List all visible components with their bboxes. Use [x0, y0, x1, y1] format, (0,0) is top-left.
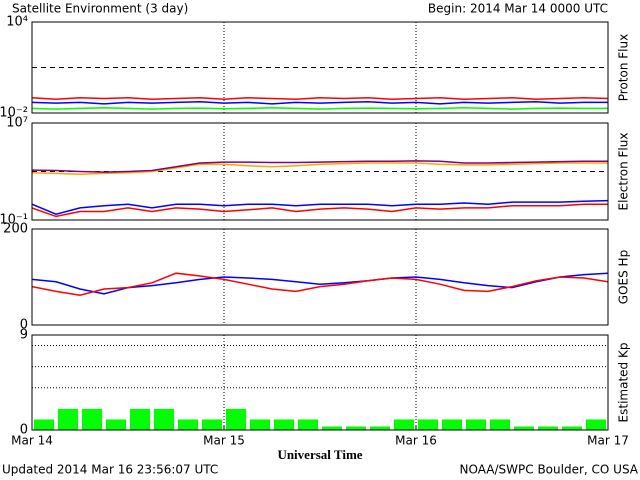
kp-bar	[298, 419, 318, 430]
kp-bar	[106, 419, 126, 430]
kp-bar	[346, 426, 366, 430]
y-tick-label: 0	[20, 423, 28, 438]
panel-frame	[31, 122, 609, 221]
panel	[32, 22, 608, 113]
panel-frame	[31, 228, 609, 326]
kp-bar	[250, 419, 270, 430]
series-line	[32, 97, 608, 101]
kp-bar	[58, 408, 78, 430]
kp-bar	[418, 419, 438, 430]
y-tick-label: 9	[20, 328, 28, 343]
kp-bar	[538, 426, 558, 430]
kp-bar	[274, 419, 294, 430]
title: Satellite Environment (3 day)	[12, 2, 188, 16]
kp-bar	[34, 419, 54, 430]
panel	[32, 229, 608, 325]
y-tick-label: 10⁷	[6, 116, 28, 131]
credit: NOAA/SWPC Boulder, CO USA	[460, 463, 639, 477]
series-line	[32, 203, 608, 218]
y-axis-label: Electron Flux	[617, 133, 631, 211]
kp-bar	[226, 408, 246, 430]
kp-bar	[202, 419, 222, 430]
series-line	[32, 107, 608, 110]
y-axis-label: Proton Flux	[617, 34, 631, 101]
kp-bar	[370, 426, 390, 430]
kp-bar	[562, 426, 582, 430]
kp-bar	[490, 419, 510, 430]
x-tick-label: Mar 17	[587, 434, 629, 448]
y-tick-label: 10⁴	[6, 15, 28, 30]
kp-bar	[394, 419, 414, 430]
kp-bar	[154, 408, 174, 430]
y-axis-label: GOES Hp	[617, 250, 631, 304]
panel-frame	[31, 21, 609, 114]
x-axis-label: Universal Time	[277, 447, 362, 462]
series-line	[32, 199, 608, 215]
x-tick-label: Mar 16	[395, 434, 437, 448]
series-line	[32, 162, 608, 175]
kp-bar	[586, 419, 606, 430]
y-tick-label: 200	[3, 222, 28, 237]
begin-time: Begin: 2014 Mar 14 0000 UTC	[428, 2, 608, 16]
x-tick-label: Mar 14	[11, 434, 53, 448]
panel	[32, 335, 608, 430]
x-tick-label: Mar 15	[203, 434, 245, 448]
kp-bar	[442, 419, 462, 430]
kp-bar	[514, 426, 534, 430]
series-line	[32, 272, 608, 295]
kp-bar	[322, 426, 342, 430]
kp-bar	[466, 419, 486, 430]
panel	[32, 123, 608, 220]
kp-bar	[178, 419, 198, 430]
y-tick-label: 10⁻¹	[0, 213, 28, 228]
y-tick-label: 0	[20, 318, 28, 333]
series-line	[32, 101, 608, 105]
y-tick-label: 10⁻²	[0, 106, 28, 121]
kp-bar	[130, 408, 150, 430]
y-axis-label: Estimated Kp	[617, 343, 631, 423]
updated: Updated 2014 Mar 16 23:56:07 UTC	[2, 463, 218, 477]
series-line	[32, 272, 608, 296]
kp-bar	[82, 408, 102, 430]
series-line	[32, 160, 608, 173]
panel-frame	[31, 334, 609, 431]
